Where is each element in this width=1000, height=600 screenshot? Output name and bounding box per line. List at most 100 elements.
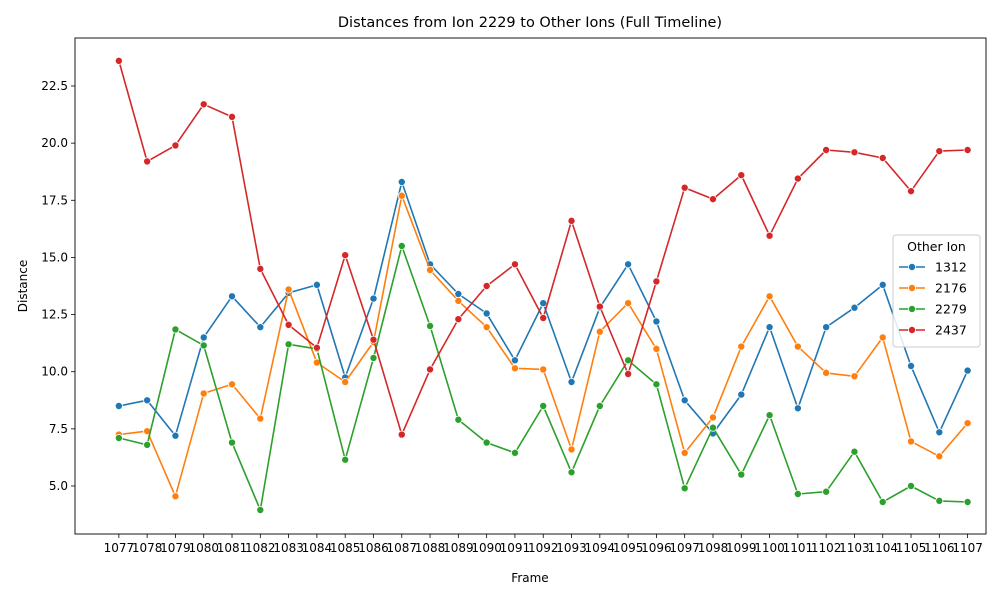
data-point-2279 <box>595 401 604 410</box>
data-point-2279 <box>624 356 633 365</box>
x-tick-label: 1081 <box>217 541 248 555</box>
legend-swatch-marker <box>908 283 917 292</box>
legend-swatch-marker <box>908 325 917 334</box>
data-point-1312 <box>171 431 180 440</box>
data-point-2176 <box>539 365 548 374</box>
data-point-2176 <box>199 389 208 398</box>
data-point-2279 <box>935 496 944 505</box>
data-point-1312 <box>652 317 661 326</box>
x-tick-label: 1104 <box>867 541 898 555</box>
data-point-2437 <box>454 315 463 324</box>
legend-box <box>892 234 981 348</box>
legend-swatch-marker <box>908 304 917 313</box>
data-point-2279 <box>765 411 774 420</box>
data-point-2437 <box>397 430 406 439</box>
data-point-2437 <box>822 145 831 154</box>
x-tick-label: 1085 <box>330 541 361 555</box>
x-tick-label: 1084 <box>302 541 333 555</box>
data-point-2279 <box>284 340 293 349</box>
legend-label: 2437 <box>935 323 967 338</box>
data-point-2176 <box>737 342 746 351</box>
x-tick-label: 1107 <box>952 541 983 555</box>
data-point-2279 <box>737 470 746 479</box>
data-point-2437 <box>765 231 774 240</box>
x-tick-label: 1095 <box>613 541 644 555</box>
data-point-1312 <box>228 292 237 301</box>
legend-swatch-marker <box>908 262 917 271</box>
series-2437 <box>114 56 972 439</box>
data-point-2176 <box>680 448 689 457</box>
x-tick-label: 1092 <box>528 541 559 555</box>
data-point-2279 <box>680 484 689 493</box>
data-point-2279 <box>199 341 208 350</box>
x-axis-title: Frame <box>511 571 548 585</box>
series-2176 <box>114 191 972 501</box>
series-layer <box>114 56 972 514</box>
data-point-2437 <box>793 174 802 183</box>
data-point-1312 <box>199 333 208 342</box>
data-point-2437 <box>708 195 717 204</box>
data-point-2176 <box>907 437 916 446</box>
data-point-2437 <box>539 313 548 322</box>
data-point-2279 <box>510 448 519 457</box>
legend-label: 1312 <box>935 260 967 275</box>
data-point-2176 <box>397 191 406 200</box>
data-point-2279 <box>708 423 717 432</box>
legend-label: 2279 <box>935 302 967 317</box>
data-point-2437 <box>595 302 604 311</box>
x-tick-label: 1080 <box>188 541 219 555</box>
data-point-2279 <box>369 353 378 362</box>
data-point-2437 <box>680 183 689 192</box>
data-point-2176 <box>708 413 717 422</box>
data-point-1312 <box>624 260 633 269</box>
data-point-2437 <box>199 100 208 109</box>
x-tick-label: 1090 <box>471 541 502 555</box>
x-tick-label: 1102 <box>811 541 842 555</box>
data-point-1312 <box>878 280 887 289</box>
data-point-2279 <box>143 440 152 449</box>
data-point-2176 <box>284 285 293 294</box>
data-point-2279 <box>256 505 265 514</box>
data-point-2437 <box>510 260 519 269</box>
data-point-2176 <box>567 445 576 454</box>
y-tick-label: 22.5 <box>41 79 68 93</box>
x-tick-label: 1105 <box>896 541 927 555</box>
data-point-2437 <box>143 157 152 166</box>
x-tick-label: 1106 <box>924 541 955 555</box>
data-point-2437 <box>341 251 350 260</box>
tick-group: 1077107810791080108110821083108410851086… <box>41 79 983 555</box>
data-point-2437 <box>426 365 435 374</box>
data-point-2437 <box>935 147 944 156</box>
data-point-1312 <box>567 377 576 386</box>
data-point-2279 <box>482 438 491 447</box>
y-tick-label: 10.0 <box>41 365 68 379</box>
y-tick-label: 20.0 <box>41 136 68 150</box>
data-point-2176 <box>878 333 887 342</box>
data-point-1312 <box>539 299 548 308</box>
y-tick-label: 12.5 <box>41 308 68 322</box>
x-tick-label: 1093 <box>556 541 587 555</box>
data-point-2279 <box>850 447 859 456</box>
data-point-2176 <box>426 265 435 274</box>
data-point-2279 <box>567 468 576 477</box>
data-point-2437 <box>850 148 859 157</box>
data-point-2176 <box>822 368 831 377</box>
data-point-2176 <box>624 299 633 308</box>
y-tick-label: 17.5 <box>41 193 68 207</box>
data-point-2176 <box>935 452 944 461</box>
data-point-2279 <box>397 241 406 250</box>
data-point-2437 <box>737 171 746 180</box>
data-point-2176 <box>171 492 180 501</box>
chart-title: Distances from Ion 2229 to Other Ions (F… <box>338 15 722 31</box>
x-tick-label: 1103 <box>839 541 870 555</box>
x-tick-label: 1100 <box>754 541 785 555</box>
data-point-2437 <box>482 281 491 290</box>
data-point-2437 <box>228 112 237 121</box>
data-point-2176 <box>256 414 265 423</box>
x-tick-label: 1094 <box>585 541 616 555</box>
data-point-2279 <box>652 380 661 389</box>
y-tick-label: 5.0 <box>49 479 68 493</box>
data-point-2437 <box>312 343 321 352</box>
